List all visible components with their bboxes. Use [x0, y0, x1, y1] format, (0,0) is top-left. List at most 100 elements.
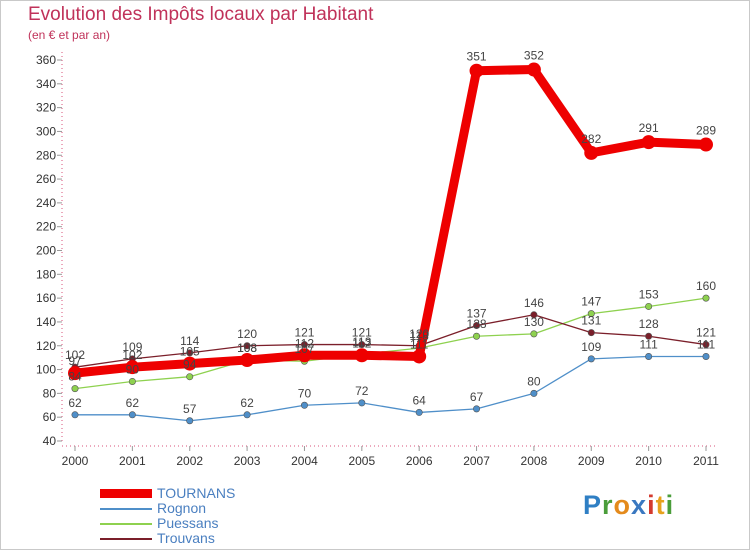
data-label-tournans: 282	[581, 132, 601, 146]
data-point-trouvans	[243, 342, 251, 350]
data-point-puessans	[587, 310, 595, 318]
series-line-puessans	[74, 297, 707, 390]
proxiti-logo: Proxiti	[583, 490, 674, 521]
x-tick-label: 2010	[635, 454, 662, 468]
y-tick-label: 80	[43, 386, 57, 400]
data-label-tournans: 112	[295, 336, 314, 350]
data-point-rognon	[702, 352, 710, 360]
x-tick-label: 2011	[693, 454, 719, 468]
data-point-tournans	[182, 356, 197, 371]
logo-letter: t	[655, 490, 666, 520]
data-label-puessans: 108	[237, 341, 257, 355]
data-label-tournans: 351	[467, 50, 487, 64]
data-label-tournans: 108	[237, 341, 257, 355]
chart-subtitle: (en € et par an)	[28, 28, 111, 42]
data-point-puessans	[702, 294, 710, 302]
data-point-trouvans	[473, 322, 481, 330]
data-label-trouvans: 114	[180, 334, 199, 348]
data-label-rognon: 57	[183, 402, 197, 416]
y-tick-label: 40	[43, 434, 57, 448]
data-label-rognon: 70	[298, 386, 312, 400]
data-point-puessans	[71, 385, 79, 393]
data-label-trouvans: 121	[696, 326, 716, 340]
data-point-rognon	[186, 417, 194, 425]
legend-swatch	[100, 489, 152, 498]
y-tick-label: 320	[36, 101, 56, 115]
data-point-puessans	[128, 377, 136, 385]
data-point-tournans	[699, 137, 713, 152]
data-point-rognon	[128, 411, 136, 419]
x-tick-label: 2002	[176, 454, 203, 468]
data-label-rognon: 80	[527, 374, 541, 388]
data-point-puessans	[645, 302, 653, 310]
data-point-trouvans	[702, 341, 710, 349]
data-point-rognon	[300, 401, 308, 409]
y-tick-label: 120	[36, 339, 56, 353]
data-label-trouvans: 146	[524, 296, 544, 310]
data-point-rognon	[358, 399, 366, 407]
data-label-trouvans: 120	[237, 327, 257, 341]
data-label-rognon: 62	[126, 396, 140, 410]
data-point-puessans	[473, 332, 481, 340]
series-line-tournans	[70, 65, 711, 378]
data-label-puessans: 130	[524, 315, 544, 329]
data-point-rognon	[473, 405, 481, 413]
x-tick-label: 2003	[234, 454, 261, 468]
y-tick-label: 360	[36, 53, 56, 67]
legend-swatch	[100, 508, 152, 510]
data-point-puessans	[186, 373, 194, 381]
data-label-rognon: 111	[697, 337, 716, 351]
logo-letter: x	[631, 490, 648, 520]
x-tick-label: 2005	[348, 454, 375, 468]
data-label-puessans: 113	[352, 335, 371, 349]
data-label-puessans: 84	[68, 370, 82, 384]
y-tick-label: 300	[36, 124, 56, 138]
data-point-rognon	[645, 352, 653, 360]
data-point-tournans	[354, 348, 369, 363]
data-label-tournans: 97	[68, 354, 82, 368]
data-label-rognon: 72	[355, 384, 369, 398]
x-tick-label: 2000	[62, 454, 89, 468]
data-point-puessans	[530, 330, 538, 338]
y-tick-label: 200	[36, 244, 56, 258]
x-tick-label: 2008	[521, 454, 548, 468]
data-point-tournans	[641, 135, 656, 150]
logo-letter: o	[613, 490, 632, 520]
data-label-rognon: 67	[470, 390, 484, 404]
y-tick-label: 100	[36, 363, 56, 377]
data-label-puessans: 153	[639, 287, 659, 301]
data-point-rognon	[243, 411, 251, 419]
data-label-rognon: 64	[413, 393, 427, 407]
logo-letter: r	[602, 490, 614, 520]
data-label-rognon: 109	[581, 340, 601, 354]
y-tick-label: 340	[36, 77, 56, 91]
data-label-trouvans: 109	[122, 340, 142, 354]
data-label-tournans: 112	[352, 336, 371, 350]
data-label-tournans: 105	[180, 345, 200, 359]
data-label-trouvans: 131	[581, 314, 601, 328]
data-point-trouvans	[645, 332, 653, 340]
data-label-trouvans: 120	[409, 327, 429, 341]
data-label-trouvans: 121	[294, 326, 314, 340]
x-tick-label: 2009	[578, 454, 605, 468]
data-label-puessans: 147	[581, 295, 601, 309]
data-point-rognon	[71, 411, 79, 419]
data-label-puessans: 94	[183, 358, 197, 372]
data-label-trouvans: 121	[352, 326, 372, 340]
data-point-tournans	[584, 145, 599, 160]
legend-swatch	[100, 538, 152, 540]
series-line-rognon	[74, 355, 707, 422]
data-point-trouvans	[358, 341, 366, 349]
data-point-tournans	[297, 348, 312, 363]
data-label-tournans: 291	[639, 121, 659, 135]
x-tick-label: 2006	[406, 454, 433, 468]
series-line-trouvans	[74, 314, 707, 368]
y-tick-label: 220	[36, 220, 56, 234]
data-label-puessans: 128	[467, 317, 487, 331]
x-tick-label: 2004	[291, 454, 318, 468]
y-tick-label: 180	[36, 267, 56, 281]
data-point-trouvans	[530, 311, 538, 319]
data-point-tournans	[125, 360, 140, 375]
